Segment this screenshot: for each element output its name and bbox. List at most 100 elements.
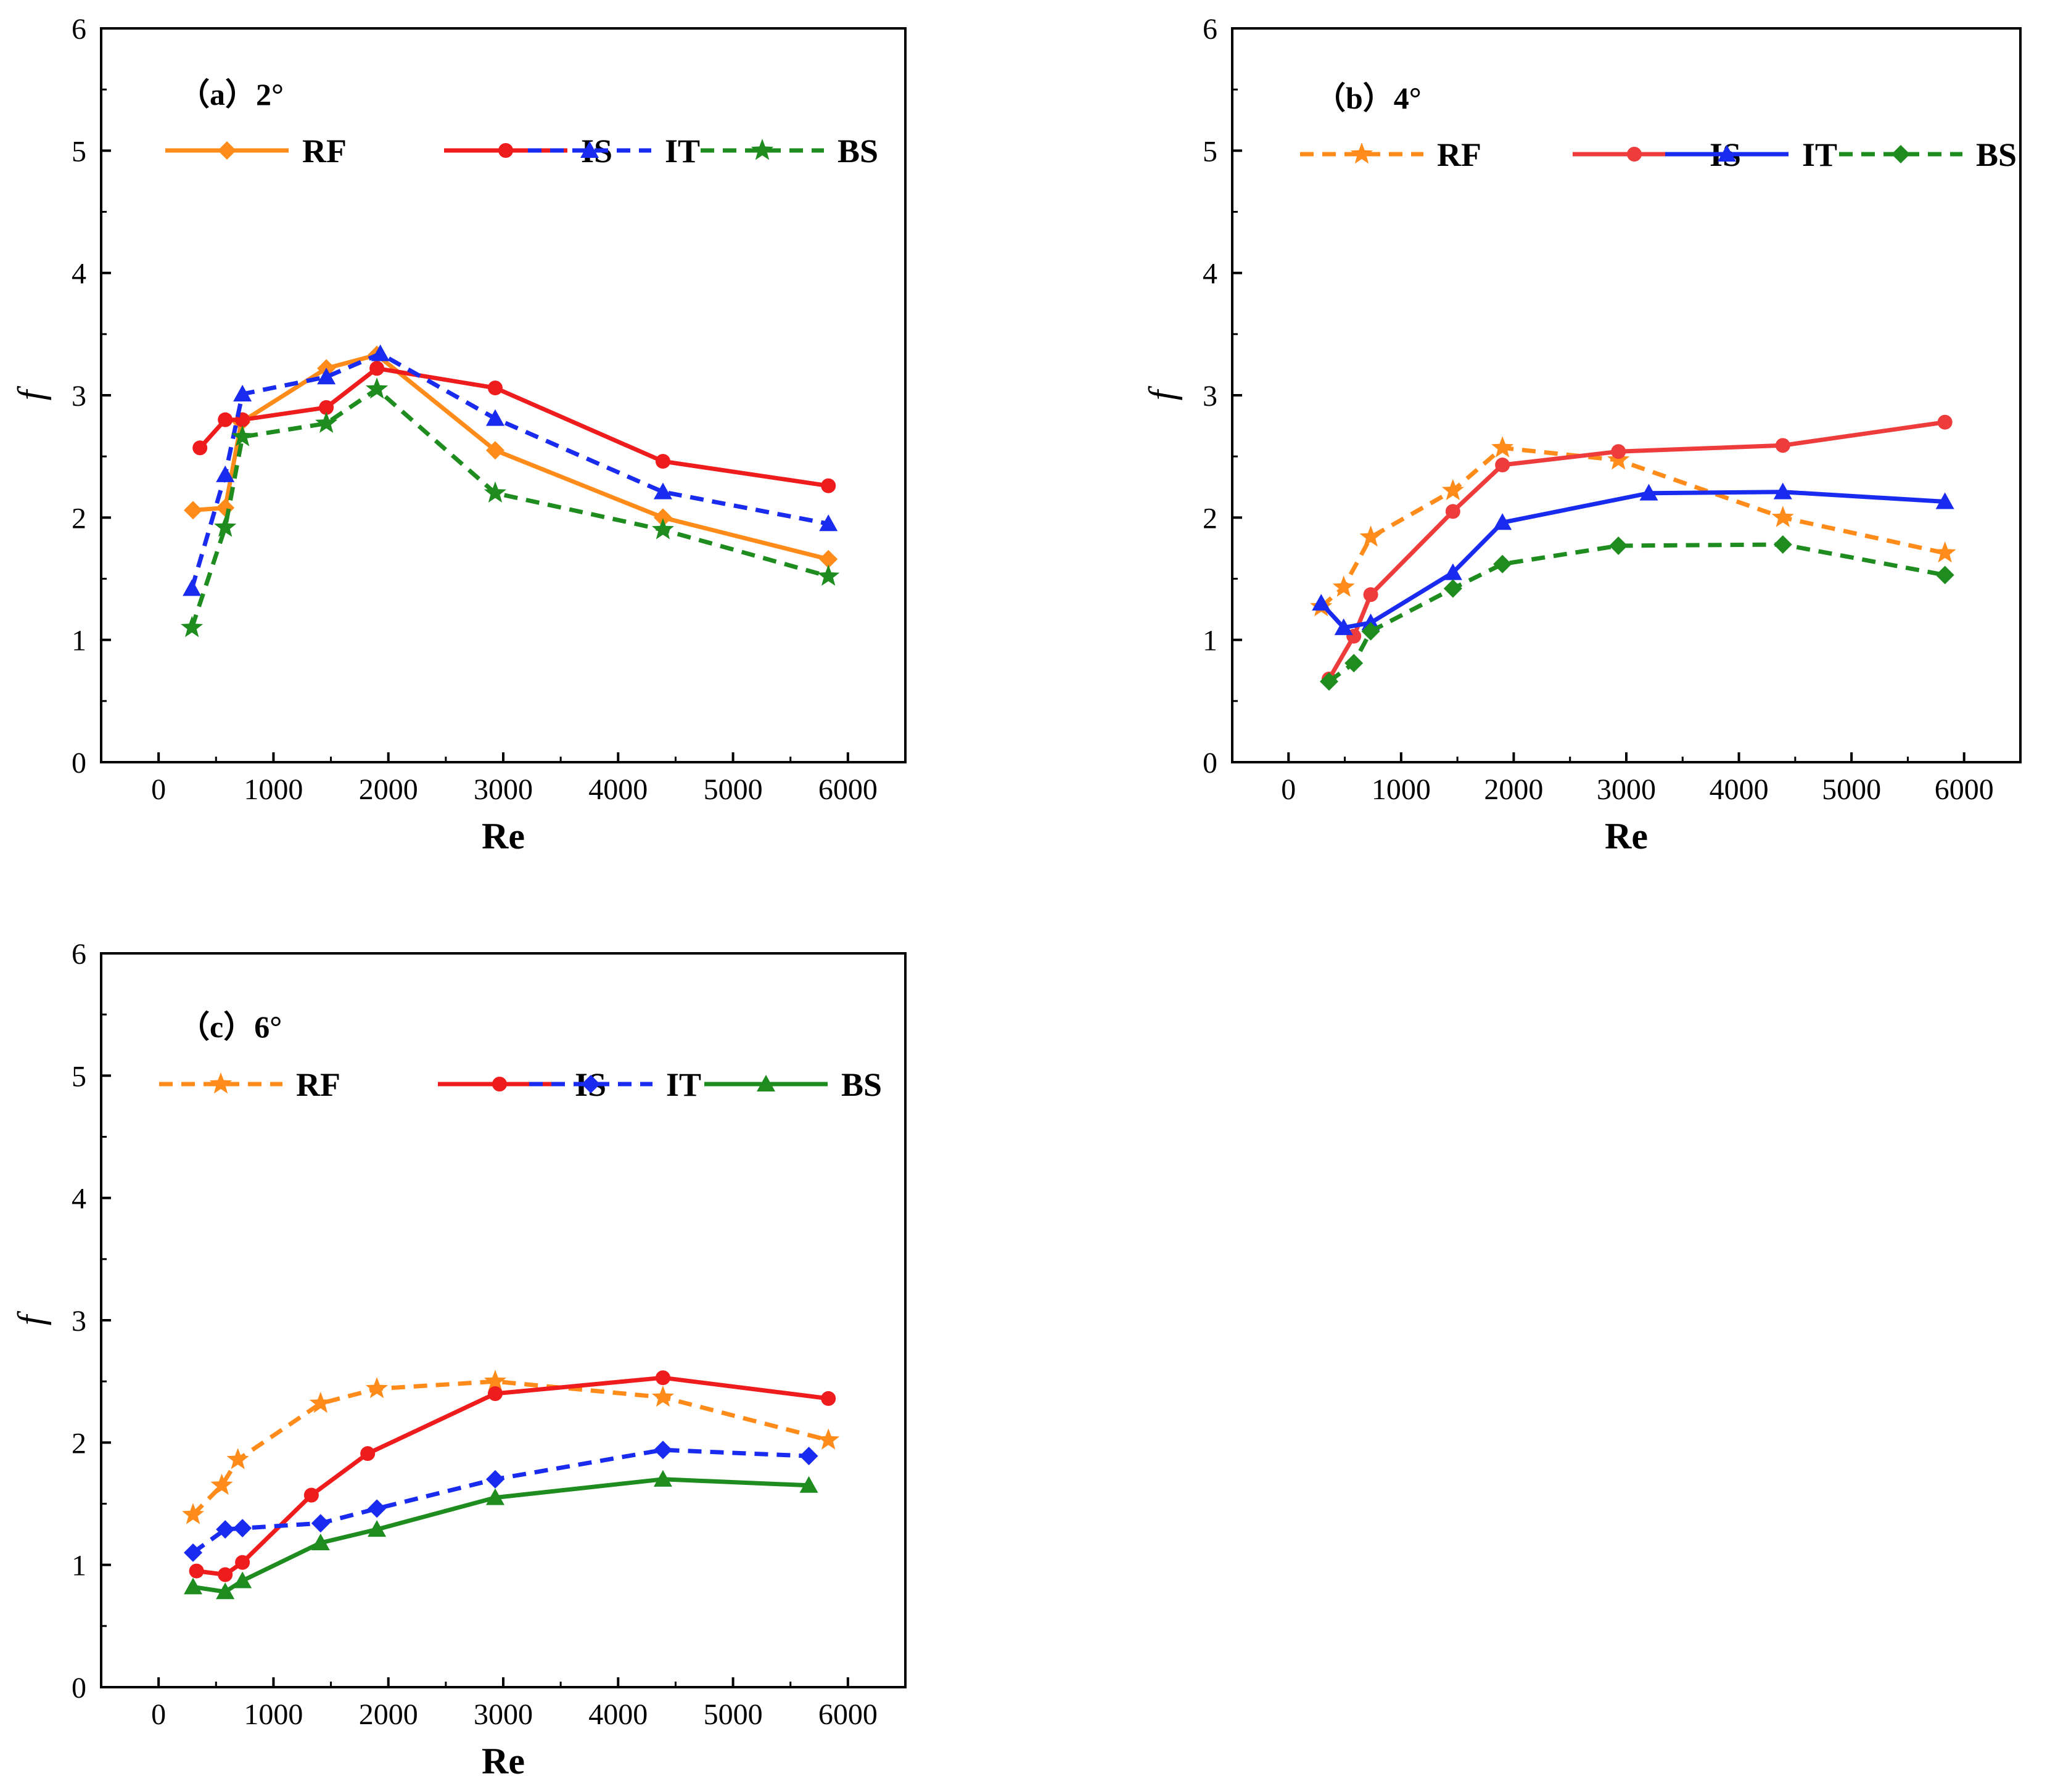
data-point xyxy=(184,501,203,520)
data-point xyxy=(799,1476,818,1493)
data-point xyxy=(189,1563,204,1579)
series-is xyxy=(192,361,836,493)
data-point xyxy=(1344,654,1364,673)
data-point xyxy=(233,1571,252,1589)
x-tick-label: 0 xyxy=(151,773,166,806)
y-axis-title: f xyxy=(10,1310,51,1325)
plot-frame xyxy=(100,27,907,763)
x-tick-label: 4000 xyxy=(588,773,648,806)
series-is xyxy=(189,1370,836,1582)
y-tick-label: 2 xyxy=(1203,502,1217,535)
series-line xyxy=(189,351,829,590)
legend-label: IT xyxy=(1802,136,1837,173)
y-tick-label: 3 xyxy=(72,380,86,413)
y-tick-label: 2 xyxy=(72,502,86,535)
legend-marker xyxy=(209,1072,233,1094)
data-point xyxy=(311,1533,330,1550)
legend-marker xyxy=(1350,142,1373,164)
data-point xyxy=(1609,536,1628,555)
y-axis-title: f xyxy=(10,385,51,400)
series-line xyxy=(1319,445,1946,609)
y-tick-label: 3 xyxy=(1203,380,1217,413)
data-point xyxy=(485,1469,504,1489)
x-tick-label: 5000 xyxy=(704,773,763,806)
x-tick-label: 3000 xyxy=(474,1698,533,1731)
y-tick-label: 6 xyxy=(72,13,86,46)
legend-item-it: IT xyxy=(1665,136,1837,173)
data-point xyxy=(369,361,385,376)
data-point xyxy=(484,1370,506,1391)
data-point xyxy=(235,1555,250,1570)
legend-label: RF xyxy=(1437,136,1481,173)
data-point xyxy=(218,1567,233,1582)
panel-title: （b）4° xyxy=(1315,81,1422,115)
panel-c: 0 1000 2000 3000 4000 5000 6000 0 1 2 3 4 5 6 Re f （c）6°… xyxy=(10,938,907,1782)
series-rf xyxy=(1310,436,1956,617)
data-point xyxy=(651,1385,674,1407)
x-tick-label: 4000 xyxy=(1710,773,1769,806)
series-rf xyxy=(182,1370,840,1524)
data-point xyxy=(653,1441,672,1460)
legend-marker xyxy=(492,1077,507,1091)
data-point xyxy=(317,368,336,385)
series-line xyxy=(1327,420,1946,680)
y-tick-label: 0 xyxy=(1203,747,1217,779)
x-tick-label: 3000 xyxy=(1597,773,1656,806)
legend-marker xyxy=(582,1075,600,1093)
data-point xyxy=(184,1543,203,1562)
data-point xyxy=(366,1377,389,1399)
x-tick-label: 2000 xyxy=(359,1698,418,1731)
data-point xyxy=(218,412,233,427)
data-point xyxy=(311,1514,330,1533)
legend-marker xyxy=(218,141,236,160)
data-point xyxy=(1935,565,1954,585)
series-line xyxy=(196,1375,829,1577)
data-point xyxy=(817,1428,840,1450)
data-point xyxy=(487,1386,503,1401)
y-axis-title: f xyxy=(1142,385,1182,400)
legend-label: IT xyxy=(666,1066,701,1103)
x-tick-label: 3000 xyxy=(474,773,533,806)
data-point xyxy=(210,1473,233,1495)
series-line xyxy=(192,353,829,562)
data-point xyxy=(216,465,235,482)
x-tick-label: 2000 xyxy=(1484,773,1543,806)
x-tick-label: 1000 xyxy=(244,1698,303,1731)
panel-a: 0 1000 2000 3000 4000 5000 6000 0 1 2 3 4 5 6 Re f （a）2°… xyxy=(10,13,907,857)
data-point xyxy=(1443,579,1462,598)
data-point xyxy=(655,454,670,469)
series-line xyxy=(191,1447,809,1555)
legend-label: BS xyxy=(841,1066,882,1103)
y-tick-label: 4 xyxy=(72,1183,86,1215)
x-tick-label: 0 xyxy=(151,1698,166,1731)
data-point xyxy=(1359,525,1382,547)
data-point xyxy=(1491,436,1514,458)
y-tick-label: 0 xyxy=(72,747,86,779)
x-tick-label: 1000 xyxy=(1372,773,1431,806)
data-point xyxy=(819,549,838,569)
legend-marker xyxy=(1718,145,1736,162)
data-point xyxy=(303,1487,319,1503)
data-point xyxy=(360,1446,376,1461)
data-point xyxy=(1771,506,1794,527)
data-point xyxy=(319,400,334,415)
data-point xyxy=(216,1520,235,1539)
plot-frame xyxy=(1231,27,2022,763)
series-it xyxy=(1312,482,1954,635)
data-point xyxy=(371,344,390,361)
data-point xyxy=(1443,563,1462,580)
x-tick-label: 4000 xyxy=(588,1698,648,1731)
x-axis-title: Re xyxy=(1605,816,1648,857)
series-is xyxy=(1322,414,1953,687)
data-point xyxy=(182,1503,205,1524)
data-point xyxy=(192,440,208,456)
data-point xyxy=(1312,594,1331,611)
legend-marker xyxy=(1627,147,1642,162)
data-point xyxy=(1441,479,1464,501)
data-point xyxy=(1773,535,1792,554)
y-tick-label: 1 xyxy=(72,1550,86,1582)
x-axis-title: Re xyxy=(482,816,525,857)
data-point xyxy=(484,481,506,503)
series-it xyxy=(183,344,838,596)
